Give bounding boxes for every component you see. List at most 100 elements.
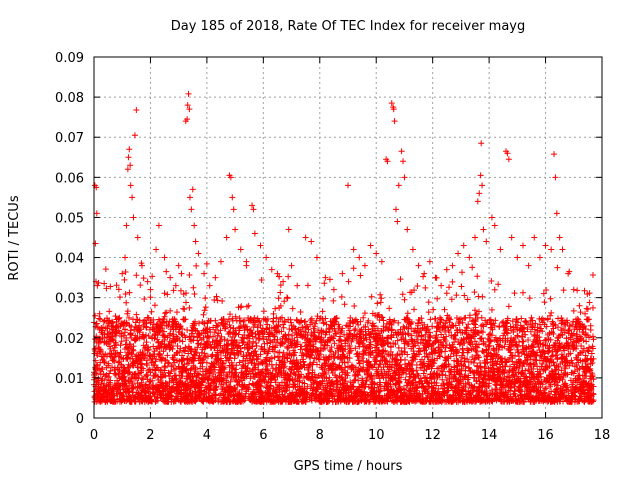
- data-point: [207, 383, 214, 390]
- data-point: [320, 295, 327, 302]
- data-point: [147, 294, 154, 301]
- data-point: [420, 273, 427, 280]
- data-point: [319, 308, 326, 315]
- data-point: [195, 374, 202, 381]
- data-point: [170, 384, 177, 391]
- data-point: [194, 344, 201, 351]
- data-point: [113, 332, 120, 339]
- data-point: [351, 327, 358, 334]
- data-point: [199, 358, 206, 365]
- data-point: [182, 344, 189, 351]
- data-point: [167, 392, 174, 399]
- data-point: [147, 369, 154, 376]
- data-point: [211, 364, 218, 371]
- data-point: [182, 316, 189, 323]
- data-point: [99, 365, 106, 372]
- data-point: [414, 283, 421, 290]
- data-point: [173, 309, 180, 316]
- data-point: [133, 311, 140, 318]
- data-point: [351, 302, 358, 309]
- data-point: [129, 355, 136, 362]
- data-point: [140, 365, 147, 372]
- data-point: [150, 316, 157, 323]
- data-point: [151, 335, 158, 342]
- data-point: [156, 350, 163, 357]
- data-point: [149, 377, 156, 384]
- data-point: [113, 341, 120, 348]
- data-point: [124, 308, 131, 315]
- data-point: [193, 350, 200, 357]
- data-point: [107, 367, 114, 374]
- data-point: [149, 273, 156, 280]
- data-point: [111, 358, 118, 365]
- data-point: [389, 326, 396, 333]
- data-point: [442, 372, 449, 379]
- data-point: [117, 349, 124, 356]
- data-point: [177, 345, 184, 352]
- data-point: [198, 349, 205, 356]
- data-point: [130, 347, 137, 354]
- data-point: [479, 293, 486, 300]
- data-point: [144, 347, 151, 354]
- data-point: [167, 307, 174, 314]
- data-point: [115, 286, 122, 293]
- data-point: [422, 284, 429, 291]
- data-point: [212, 317, 219, 324]
- data-point: [138, 379, 145, 386]
- data-point: [270, 315, 277, 322]
- data-point: [397, 276, 404, 283]
- data-point: [213, 383, 220, 390]
- data-point: [140, 275, 147, 282]
- data-point: [128, 334, 135, 341]
- data-point: [194, 337, 201, 344]
- data-point: [177, 287, 184, 294]
- data-point: [144, 372, 151, 379]
- data-point: [149, 366, 156, 373]
- data-point: [142, 323, 149, 330]
- data-point: [378, 295, 385, 302]
- data-point: [115, 315, 122, 322]
- data-point: [142, 332, 149, 339]
- data-point: [94, 352, 101, 359]
- data-point: [202, 371, 209, 378]
- data-point: [441, 306, 448, 313]
- data-point: [250, 338, 257, 345]
- data-point: [496, 323, 503, 330]
- data-point: [106, 308, 113, 315]
- data-point: [127, 341, 134, 348]
- data-point: [128, 351, 135, 358]
- data-point: [141, 335, 148, 342]
- data-point: [143, 371, 150, 378]
- data-point: [125, 314, 132, 321]
- data-point: [117, 342, 124, 349]
- data-point: [93, 370, 100, 377]
- data-point: [137, 326, 144, 333]
- data-point: [129, 380, 136, 387]
- data-point: [260, 308, 267, 315]
- data-point: [470, 359, 477, 366]
- data-point: [168, 368, 175, 375]
- data-point: [97, 316, 104, 323]
- data-point: [95, 279, 102, 286]
- data-point: [162, 363, 169, 370]
- data-point: [162, 372, 169, 379]
- data-point: [158, 366, 165, 373]
- data-point: [486, 331, 493, 338]
- data-point: [192, 318, 199, 325]
- data-point: [133, 272, 140, 279]
- data-point: [281, 298, 288, 305]
- data-point: [189, 373, 196, 380]
- data-point: [163, 309, 170, 316]
- data-point: [173, 375, 180, 382]
- data-point: [123, 299, 130, 306]
- data-point: [215, 322, 222, 329]
- data-point: [113, 282, 120, 289]
- data-point: [121, 276, 128, 283]
- data-point: [102, 373, 109, 380]
- data-point: [213, 293, 220, 300]
- data-point: [302, 318, 309, 325]
- data-point: [449, 278, 456, 285]
- data-point: [135, 390, 142, 397]
- data-point: [277, 289, 284, 296]
- data-point: [172, 326, 179, 333]
